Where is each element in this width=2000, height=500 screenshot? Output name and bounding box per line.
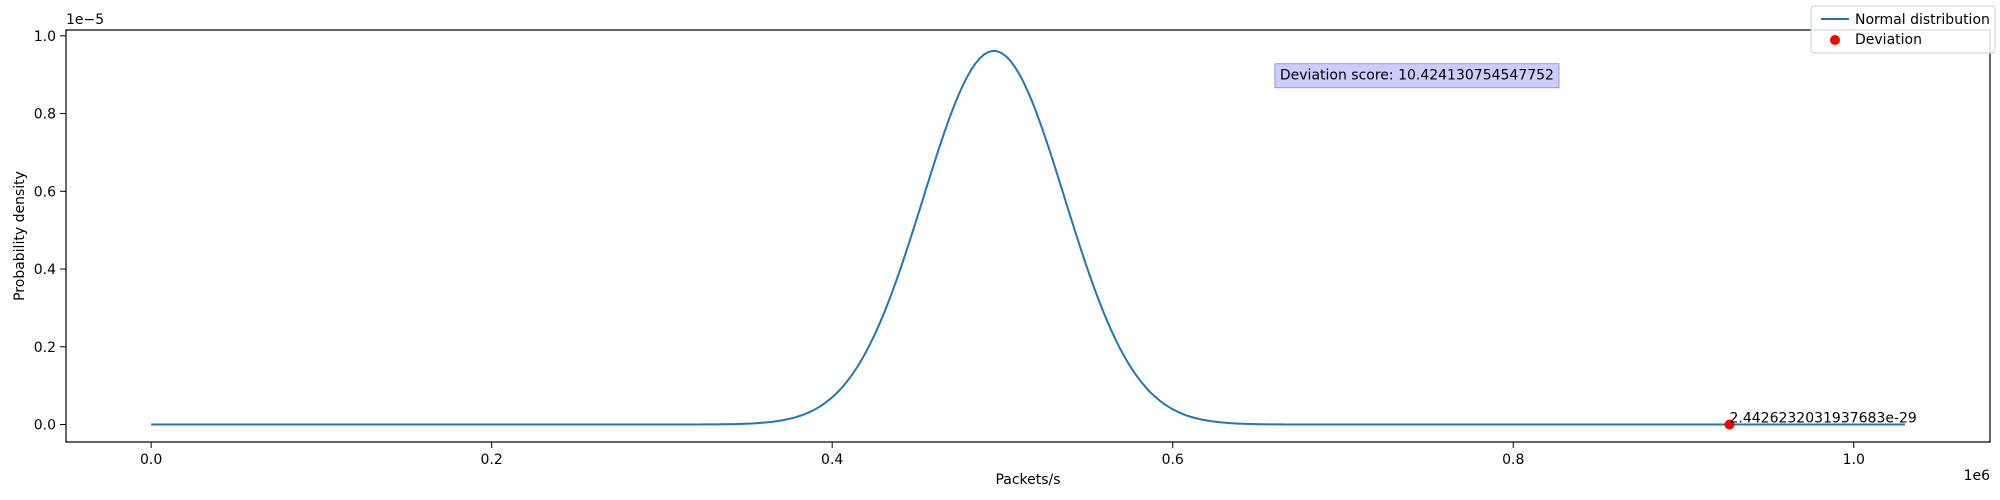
deviation-value-label: 2.4426232031937683e-29 [1729, 411, 1916, 427]
legend-marker-swatch [1830, 35, 1840, 45]
x-axis: 0.0 0.2 0.4 0.6 0.8 1.0 [140, 442, 1865, 468]
y-axis-label: Probability density [12, 171, 28, 301]
legend-box [1810, 5, 1996, 54]
y-tick-label: 1.0 [34, 29, 56, 45]
legend-entry-deviation: Deviation [1855, 32, 1922, 48]
normal-distribution-line [151, 49, 1905, 426]
x-tick-label: 1.0 [1843, 452, 1865, 468]
x-tick-label: 0.8 [1502, 452, 1524, 468]
deviation-score-box [1274, 63, 1560, 89]
y-tick-label: 0.6 [34, 184, 56, 200]
y-tick-label: 0.4 [34, 262, 56, 278]
x-tick-label: 0.2 [481, 452, 503, 468]
annotations: Deviation score: 10.424130754547752 2.442… [1274, 63, 1917, 427]
deviation-score-annotation: Deviation score: 10.424130754547752 [1280, 68, 1554, 84]
axes-frame [65, 29, 1991, 443]
x-axis-offset-label: 1e6 [1964, 468, 1991, 484]
legend-entry-normal-distribution: Normal distribution [1855, 12, 1990, 28]
x-tick-label: 0.4 [821, 452, 843, 468]
y-tick-label: 0.0 [34, 418, 56, 434]
y-axis-offset-label: 1e−5 [66, 12, 104, 28]
x-tick-label: 0.0 [140, 452, 162, 468]
x-axis-label: Packets/s [995, 472, 1060, 488]
plot-area [151, 49, 1905, 430]
deviation-point [1724, 419, 1735, 430]
x-tick-label: 0.6 [1162, 452, 1184, 468]
y-tick-label: 0.2 [34, 340, 56, 356]
y-tick-label: 0.8 [34, 107, 56, 123]
y-axis: 0.0 0.2 0.4 0.6 0.8 1.0 [34, 29, 66, 434]
legend: Normal distribution Deviation [1810, 5, 1996, 54]
